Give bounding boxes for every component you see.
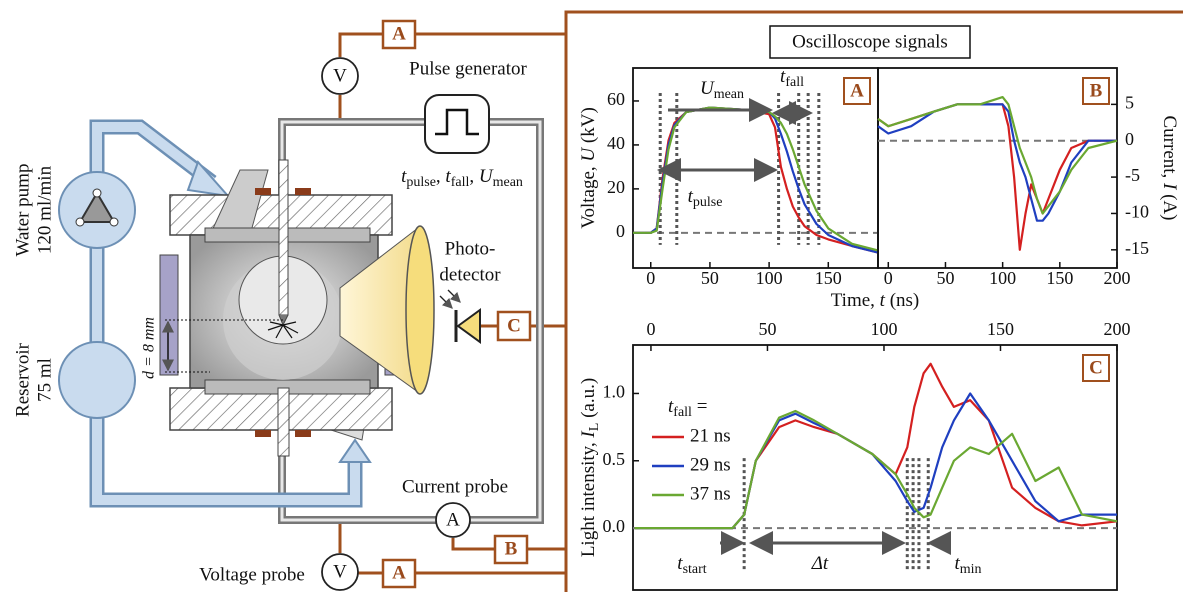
- x-axis-label: Time, t (ns): [831, 290, 920, 311]
- legend-label: 21 ns: [690, 425, 731, 446]
- pulse-generator-label: Pulse generator: [409, 58, 527, 79]
- reservoir-volume: 75 ml: [34, 358, 55, 402]
- x-tick-label: 150: [815, 268, 842, 288]
- pump-rate: 120 ml/min: [34, 165, 55, 254]
- panel-label: A: [850, 80, 864, 101]
- text-part: fall: [451, 175, 470, 190]
- text-part: L: [587, 423, 602, 432]
- generator-parameters: tpulse, tfall, Umean: [401, 166, 523, 190]
- text-part: Current,: [1159, 115, 1180, 183]
- series-line: [878, 97, 1117, 213]
- text-part: pulse: [693, 195, 723, 210]
- text-part: mean: [493, 175, 523, 190]
- oscilloscope-title: Oscilloscope signals: [792, 31, 948, 52]
- x-tick-label: 200: [1104, 319, 1131, 339]
- x-tick-label: 100: [756, 268, 783, 288]
- current-probe-label: Current probe: [402, 476, 508, 497]
- detector-label: Photo-: [445, 238, 496, 259]
- text-part: start: [683, 562, 707, 577]
- x-tick-label: 100: [870, 319, 897, 339]
- voltmeter-symbol: V: [333, 561, 347, 582]
- text-part: =: [692, 396, 707, 417]
- annotation: tstart: [677, 553, 706, 577]
- text-part: (A): [1159, 189, 1180, 220]
- series-line: [633, 108, 878, 253]
- x-tick-label: 50: [936, 268, 954, 288]
- figure: A A B C V V A Pulse generator tpulse, tf…: [0, 0, 1183, 592]
- text-part: Voltage,: [578, 162, 599, 229]
- annotation: tmin: [954, 553, 981, 577]
- x-tick-label: 0: [646, 268, 655, 288]
- ammeter-symbol: A: [446, 509, 460, 530]
- y-tick-label: -15: [1125, 238, 1149, 258]
- x-tick-label: 100: [989, 268, 1016, 288]
- y-tick-label: 1.0: [603, 382, 626, 402]
- annotation: tfall: [780, 66, 804, 90]
- y-tick-label: 5: [1125, 92, 1134, 112]
- reservoir-label: Reservoir: [12, 342, 33, 417]
- y-tick-label: 0: [1125, 129, 1134, 149]
- y-tick-label: 20: [607, 177, 625, 197]
- text-part: Δt: [811, 553, 829, 574]
- y-tick-label: 40: [607, 133, 625, 153]
- x-tick-label: 150: [987, 319, 1014, 339]
- legend-label: 37 ns: [690, 483, 731, 504]
- annotation: Δt: [811, 553, 829, 574]
- y-tick-label: 0.5: [603, 449, 626, 469]
- y-tick-label: -10: [1125, 202, 1149, 222]
- text-part: fall: [785, 75, 804, 90]
- panel-label: C: [1089, 357, 1103, 378]
- x-tick-label: 50: [701, 268, 719, 288]
- legend-label: 29 ns: [690, 454, 731, 475]
- y-tick-label: -5: [1125, 165, 1140, 185]
- y-axis-label: Light intensity, IL (a.u.): [578, 378, 602, 557]
- y-tick-label: 60: [607, 89, 625, 109]
- text-part: ,: [469, 166, 479, 187]
- panel-label: B: [1090, 80, 1103, 101]
- chart: 0 50 100 150 0 20 40 60 A Time, t (ns) Voltage, U …: [578, 66, 919, 311]
- series-line: [878, 104, 1117, 249]
- gap-label: d = 8 mm: [141, 317, 158, 379]
- x-tick-label: 150: [1046, 268, 1073, 288]
- x-tick-label: 50: [758, 319, 776, 339]
- voltmeter-symbol: V: [333, 65, 347, 86]
- x-tick-label: 200: [1104, 268, 1131, 288]
- wire-label: B: [505, 538, 518, 559]
- text-part: min: [960, 562, 982, 577]
- voltage-probe-label: Voltage probe: [199, 564, 305, 585]
- text-part: Time,: [831, 290, 880, 311]
- text-part: mean: [714, 87, 744, 102]
- text-part: (ns): [885, 290, 919, 311]
- pump-label: Water pump: [12, 164, 33, 257]
- y2-axis-label: Current, I (A): [1159, 115, 1180, 220]
- y-tick-label: 0.0: [603, 516, 626, 536]
- wire-label: C: [507, 315, 521, 336]
- chart: 05010015020050-5-10-15BCurrent, I (A): [878, 68, 1180, 288]
- text-part: (kV): [578, 107, 599, 148]
- y-tick-label: 0: [616, 221, 625, 241]
- y-axis-label: Voltage, U (kV): [578, 107, 599, 229]
- text-part: (a.u.): [578, 378, 599, 423]
- text-part: Light intensity,: [578, 438, 599, 558]
- wire-label: A: [392, 562, 406, 583]
- text-part: fall: [673, 405, 692, 420]
- series-line: [633, 108, 878, 251]
- annotation: tpulse: [688, 186, 723, 210]
- detector-label: detector: [439, 264, 501, 285]
- text-part: pulse: [406, 175, 436, 190]
- chart: 0 50 100 150 200 0.0 0.5 1.0 C Light intensity, I…: [578, 319, 1130, 590]
- series-line: [878, 104, 1117, 220]
- series-line: [633, 108, 878, 253]
- x-tick-label: 0: [646, 319, 655, 339]
- wire-label: A: [392, 23, 406, 44]
- annotation: Umean: [700, 78, 744, 102]
- x-tick-label: 0: [884, 268, 893, 288]
- chamber: [160, 160, 480, 456]
- text-part: ,: [436, 166, 446, 187]
- legend-title: tfall =: [668, 396, 707, 420]
